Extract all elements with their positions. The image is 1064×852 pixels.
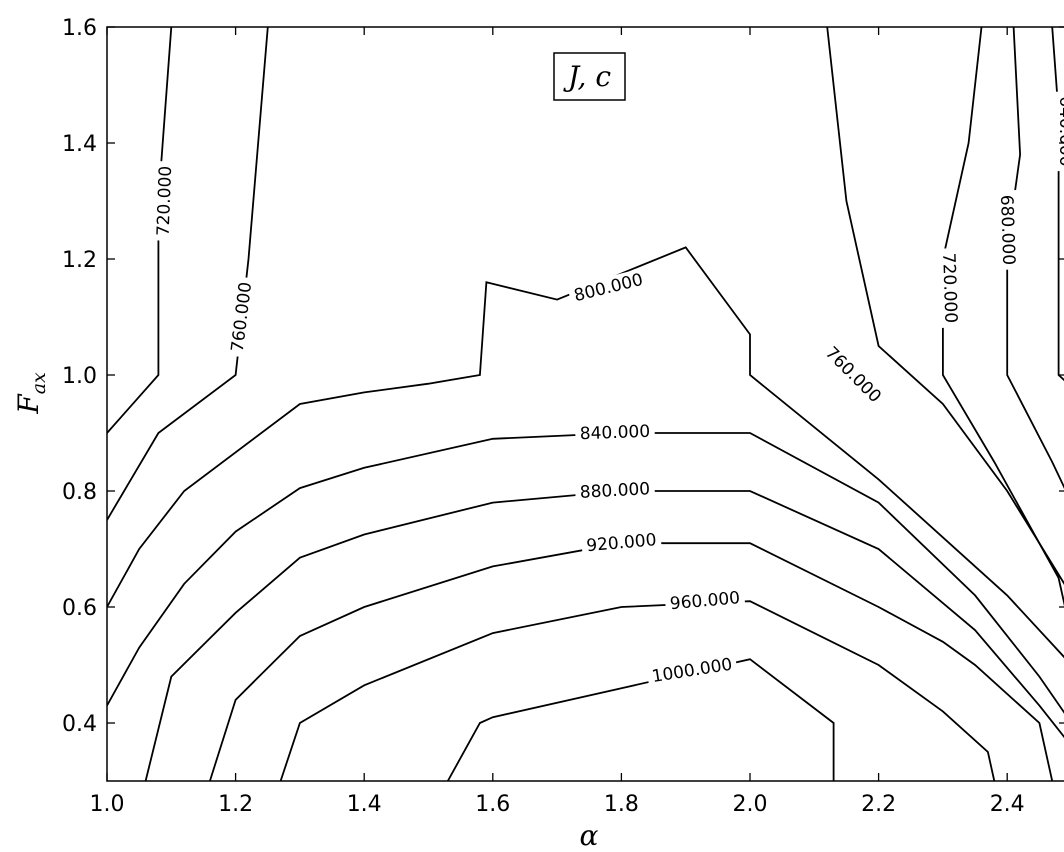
contour-line-920_000-0 (209, 542, 1054, 781)
contour-line-760_000-0 (107, 27, 269, 521)
contour-label-840_000-0: 840.000 (574, 420, 656, 446)
svg-text:720.000: 720.000 (154, 166, 176, 237)
contour-label-800_000-0: 800.000 (567, 267, 650, 309)
contour-line-760_000-1 (826, 27, 1064, 585)
contour-label-680_000-0: 680.000 (994, 189, 1020, 271)
contour-label-760_000-0: 760.000 (226, 276, 258, 358)
contour-line-720_000-0 (107, 27, 173, 434)
y-tick-label-1.0: 1.0 (62, 364, 97, 389)
contour-label-880_000-0: 880.000 (574, 477, 656, 505)
contour-label-720_000-1: 720.000 (936, 247, 962, 329)
contour-line-800_000-0 (107, 246, 1064, 659)
contour-label-760_000-1: 760.000 (817, 339, 889, 411)
x-tick-label-1.2: 1.2 (218, 792, 253, 817)
svg-text:680.000: 680.000 (996, 195, 1018, 266)
chart-title: J, c (563, 60, 611, 93)
contour-line-840_000-0 (107, 432, 1064, 714)
y-axis-label: Fax (12, 372, 50, 415)
contour-line-1000_000-0 (447, 658, 835, 781)
x-tick-label-2.2: 2.2 (861, 792, 896, 817)
y-tick-label-1.6: 1.6 (62, 16, 97, 41)
svg-text:720.000: 720.000 (938, 253, 960, 324)
svg-text:840.000: 840.000 (580, 422, 651, 444)
contour-lines (107, 27, 1064, 781)
contour-label-920_000-0: 920.000 (580, 528, 662, 558)
x-ticks: 1.0 1.2 1.4 1.6 1.8 2.0 2.2 2.4 (90, 27, 1025, 817)
svg-text:760.000: 760.000 (228, 281, 256, 353)
plot-frame (106, 26, 1064, 782)
contour-line-960_000-0 (279, 600, 996, 781)
contour-label-960_000-0: 960.000 (664, 586, 746, 616)
x-axis-label: α (580, 819, 599, 852)
y-tick-label-1.4: 1.4 (62, 132, 97, 157)
y-tick-label-0.4: 0.4 (62, 712, 97, 737)
x-tick-label-2.4: 2.4 (990, 792, 1025, 817)
svg-text:920.000: 920.000 (586, 530, 658, 556)
contour-labels: 720.000 720.000 760.000 760.000 640.000 680.0… (152, 91, 1064, 689)
svg-text:960.000: 960.000 (669, 588, 741, 614)
y-ticks: 0.4 0.6 0.8 1.0 1.2 1.4 1.6 (62, 16, 1064, 737)
contour-label-720_000-0: 720.000 (152, 160, 178, 242)
contour-label-1000_000-0: 1000.000 (646, 652, 739, 689)
contour-line-680_000-0 (1006, 27, 1064, 489)
contour-line-640_000-0 (1051, 27, 1064, 382)
title-box: J, c (553, 52, 626, 101)
x-tick-label-1.6: 1.6 (475, 792, 510, 817)
x-tick-label-1.0: 1.0 (90, 792, 125, 817)
y-tick-label-0.8: 0.8 (62, 480, 97, 505)
y-tick-label-0.6: 0.6 (62, 596, 97, 621)
y-tick-label-1.2: 1.2 (62, 248, 97, 273)
svg-text:880.000: 880.000 (579, 479, 650, 503)
svg-text:640.000: 640.000 (1055, 96, 1064, 166)
svg-text:800.000: 800.000 (572, 270, 645, 306)
contour-label-640_000-0: 640.000 (1054, 91, 1064, 172)
contour-line-880_000-0 (144, 490, 1064, 781)
contour-line-720_000-1 (942, 27, 1064, 607)
x-tick-label-1.4: 1.4 (347, 792, 382, 817)
svg-text:1000.000: 1000.000 (650, 655, 733, 687)
x-tick-label-1.8: 1.8 (604, 792, 639, 817)
svg-text:760.000: 760.000 (821, 343, 885, 407)
x-tick-label-2.0: 2.0 (733, 792, 768, 817)
